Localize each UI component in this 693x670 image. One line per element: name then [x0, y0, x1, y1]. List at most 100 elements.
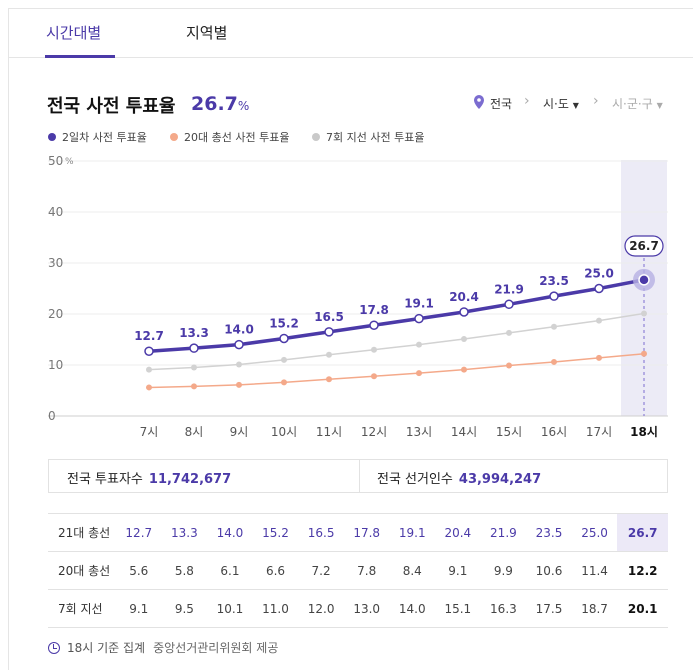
- table-cell: 21.9: [480, 513, 527, 552]
- region-province-select[interactable]: 시·도 ▼: [543, 97, 579, 111]
- data-point: [461, 335, 467, 342]
- legend-item: 20대 총선 사전 투표율: [170, 129, 289, 145]
- data-point: [144, 346, 154, 356]
- table-cell: 7.8: [343, 551, 390, 590]
- table-cell: 10.1: [207, 589, 253, 628]
- legend-dot-icon: [312, 133, 320, 141]
- data-point: [641, 350, 647, 357]
- table-cell: 8.4: [389, 551, 436, 590]
- table-cell: 9.9: [480, 551, 527, 590]
- x-tick-label: 16시: [541, 425, 567, 439]
- table-cell: 18.7: [571, 589, 618, 628]
- page-title: 전국 사전 투표율: [47, 96, 176, 117]
- region-district-select[interactable]: 시·군·구 ▼: [612, 97, 663, 111]
- panel-frame: [8, 8, 693, 670]
- table-cell: 11.0: [252, 589, 299, 628]
- data-point: [551, 358, 557, 365]
- footer-note: 18시 기준 집계 중앙선거관리위원회 제공: [48, 639, 278, 656]
- y-tick-label: 30: [48, 256, 63, 270]
- table-cell: 9.1: [116, 589, 162, 628]
- data-label: 19.1: [404, 297, 434, 311]
- table-cell: 25.0: [571, 513, 618, 552]
- series-line-1: [148, 353, 645, 389]
- table-cell: 20.4: [435, 513, 481, 552]
- caret-down-icon: ▼: [572, 101, 579, 110]
- y-tick-label: 50: [48, 154, 63, 168]
- table-cell: 19.1: [389, 513, 436, 552]
- x-tick-label: 14시: [451, 425, 477, 439]
- tab-by-time[interactable]: 시간대별: [46, 24, 102, 42]
- clock-icon: [48, 641, 60, 654]
- region-nation[interactable]: 전국: [490, 97, 513, 111]
- table-cell: 16.3: [480, 589, 527, 628]
- data-point: [506, 362, 512, 369]
- highlight-label-bubble: [624, 235, 664, 257]
- data-label: 15.2: [269, 316, 299, 330]
- table-cell: 14.0: [207, 513, 253, 552]
- highlight-data-label: 26.7: [629, 239, 659, 253]
- data-label: 14.0: [224, 323, 254, 337]
- legend-item: 2일차 사전 투표율: [48, 129, 147, 145]
- data-point: [281, 356, 287, 363]
- highlight-point: [638, 274, 650, 286]
- chevron-right-icon: ›: [593, 93, 599, 109]
- data-point: [549, 291, 559, 301]
- table-cell: 5.6: [116, 551, 162, 590]
- data-label: 17.8: [359, 303, 389, 317]
- vote-summary: 전국 투표자수 11,742,677 전국 선거인수 43,994,247: [48, 459, 668, 493]
- data-point: [596, 354, 602, 361]
- data-label: 25.0: [584, 267, 614, 281]
- x-tick-label: 7시: [140, 425, 159, 439]
- data-label: 23.5: [539, 274, 569, 288]
- table-cell: 6.6: [252, 551, 299, 590]
- electorate-count: 전국 선거인수 43,994,247: [377, 472, 542, 487]
- table-cell: 6.1: [207, 551, 253, 590]
- data-label: 20.4: [449, 290, 479, 304]
- table-cell: 26.7: [617, 513, 668, 552]
- row-header: 20대 총선: [48, 551, 116, 590]
- data-point: [371, 373, 377, 380]
- x-tick-label: 10시: [271, 425, 297, 439]
- x-tick-label: 15시: [496, 425, 522, 439]
- x-tick-label: 18시: [630, 425, 658, 439]
- table-cell: 15.2: [252, 513, 299, 552]
- table-cell: 9.1: [435, 551, 481, 590]
- data-point: [191, 383, 197, 390]
- series-line-2: [148, 312, 645, 371]
- data-point: [146, 384, 152, 391]
- data-point: [326, 376, 332, 383]
- y-tick-label: 0: [48, 409, 56, 423]
- tab-by-region[interactable]: 지역별: [186, 24, 228, 42]
- data-point: [146, 366, 152, 373]
- table-cell: 9.5: [161, 589, 208, 628]
- data-point: [416, 370, 422, 377]
- data-point: [324, 327, 334, 337]
- data-point: [189, 343, 199, 353]
- table-cell: 5.8: [161, 551, 208, 590]
- data-point: [236, 381, 242, 388]
- data-point: [234, 339, 244, 350]
- data-point: [596, 317, 602, 324]
- table-cell: 23.5: [526, 513, 572, 552]
- data-point: [414, 313, 424, 324]
- legend-item: 7회 지선 사전 투표율: [312, 129, 424, 145]
- y-tick-label: 40: [48, 205, 63, 219]
- table-cell: 20.1: [617, 589, 668, 628]
- table-cell: 13.0: [343, 589, 390, 628]
- table-cell: 7.2: [298, 551, 344, 590]
- table-row: 21대 총선 12.7 13.3 14.0 15.2 16.5 17.8 19.1 20.4 21…: [48, 513, 668, 552]
- data-point: [279, 333, 289, 344]
- data-point: [371, 346, 377, 353]
- series-line-0: [148, 278, 645, 353]
- data-point: [551, 323, 557, 330]
- x-tick-label: 13시: [406, 425, 432, 439]
- data-point: [236, 361, 242, 368]
- table-cell: 10.6: [526, 551, 572, 590]
- active-tab-indicator: [45, 55, 115, 58]
- table-cell: 12.2: [617, 551, 668, 590]
- table-cell: 12.0: [298, 589, 344, 628]
- chevron-right-icon: ›: [524, 93, 530, 109]
- legend-dot-icon: [48, 133, 56, 141]
- legend-dot-icon: [170, 133, 178, 141]
- turnout-table: 21대 총선 12.7 13.3 14.0 15.2 16.5 17.8 19.1 20.4 21…: [48, 513, 668, 628]
